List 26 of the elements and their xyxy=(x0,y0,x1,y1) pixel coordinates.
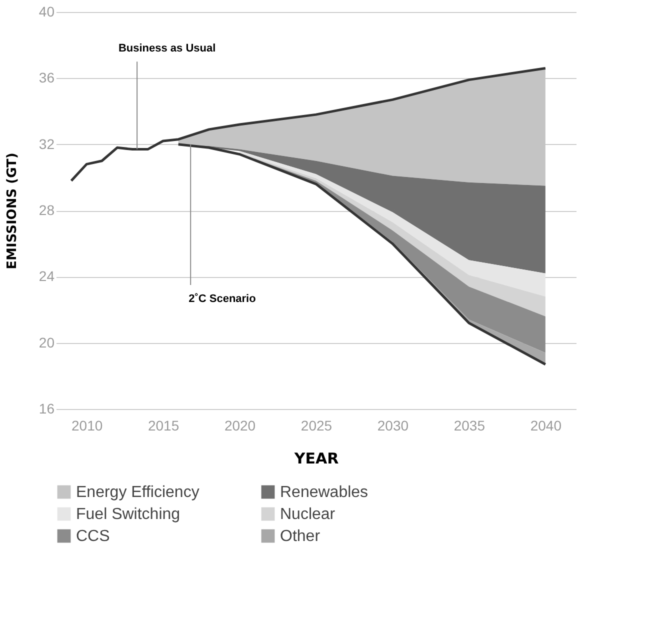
legend-label: Nuclear xyxy=(280,506,336,523)
y-tick-label: 32 xyxy=(38,136,55,152)
line-series xyxy=(177,143,547,366)
x-tick-label: 2015 xyxy=(148,418,180,434)
legend-label: Fuel Switching xyxy=(76,506,180,523)
legend-label: Renewables xyxy=(280,484,368,501)
legend-label: CCS xyxy=(76,528,110,545)
y-tick-label: 24 xyxy=(38,268,55,284)
x-tick-label: 2025 xyxy=(300,418,332,434)
x-tick-label: 2010 xyxy=(72,418,103,434)
legend-label: Energy Efficiency xyxy=(76,484,200,501)
legend-label: Other xyxy=(280,528,321,545)
y-tick-label: 28 xyxy=(38,202,55,218)
x-tick-label: 2040 xyxy=(530,418,562,434)
y-axis-title: EMISSIONS (GT) xyxy=(4,152,20,270)
x-tick-label: 2035 xyxy=(454,418,486,434)
line-series xyxy=(70,66,547,182)
annotation: Business as Usual xyxy=(118,42,216,55)
y-tick-label: 16 xyxy=(38,400,55,416)
x-axis-title: YEAR xyxy=(293,450,340,468)
x-tick-label: 2030 xyxy=(377,418,409,434)
annotation: 2˚C Scenario xyxy=(188,292,256,305)
x-tick-label: 2020 xyxy=(224,418,256,434)
y-tick-label: 40 xyxy=(38,4,55,20)
y-tick-label: 20 xyxy=(38,334,55,350)
y-tick-label: 36 xyxy=(38,70,55,86)
